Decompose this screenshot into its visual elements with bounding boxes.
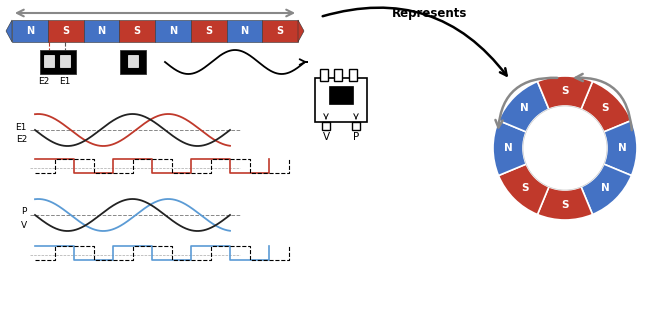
Bar [352,122,360,130]
Text: Represents: Represents [393,7,468,20]
Bar [262,20,298,42]
Text: N: N [240,26,248,36]
Bar [12,20,47,42]
Text: N: N [26,26,34,36]
Bar [83,20,119,42]
Wedge shape [499,164,549,214]
Text: N: N [520,103,529,113]
Text: S: S [133,26,140,36]
Text: E2: E2 [38,77,49,86]
Bar [349,69,357,81]
Text: S: S [205,26,212,36]
Wedge shape [581,82,632,132]
Bar [320,69,328,81]
Text: N: N [618,143,627,153]
Bar [322,122,330,130]
Text: N: N [504,143,512,153]
Text: S: S [276,26,283,36]
Wedge shape [538,76,593,109]
Circle shape [523,106,607,190]
Bar [190,20,226,42]
Text: S: S [561,200,569,210]
Bar [155,20,190,42]
Text: N: N [98,26,105,36]
Wedge shape [493,121,526,176]
Bar [315,78,367,122]
Text: E1: E1 [16,123,27,132]
Text: P: P [353,132,359,142]
Bar [40,50,76,74]
Bar [329,86,353,104]
Wedge shape [604,121,637,176]
Text: S: S [62,26,69,36]
Bar [120,50,146,74]
Bar [119,20,155,42]
Text: S: S [601,103,609,113]
Text: S: S [521,183,528,193]
Wedge shape [499,82,549,132]
Bar [47,20,83,42]
Text: P: P [21,207,27,216]
Text: V: V [21,220,27,229]
Polygon shape [298,20,304,42]
Wedge shape [581,164,632,214]
Text: V: V [322,132,330,142]
Text: S: S [561,86,569,96]
Text: E1: E1 [59,77,71,86]
Text: N: N [169,26,177,36]
Bar [60,55,70,67]
Polygon shape [6,20,12,42]
Bar [334,69,342,81]
Bar [128,55,138,67]
Bar [44,55,54,67]
Bar [226,20,262,42]
Text: E2: E2 [16,136,27,145]
Wedge shape [538,187,593,220]
Text: N: N [601,183,610,193]
